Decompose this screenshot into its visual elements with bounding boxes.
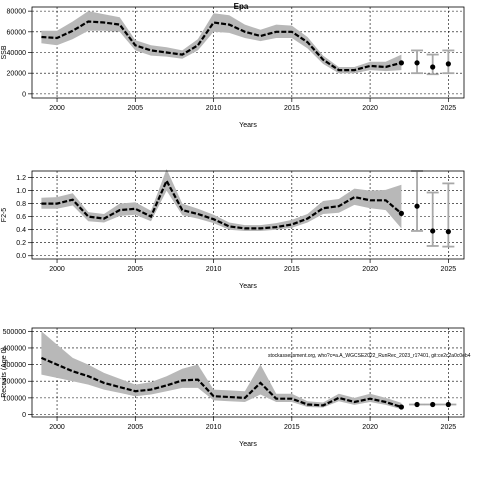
forecast-point: [430, 228, 436, 234]
x-tick-label: 2025: [441, 424, 457, 431]
forecast-point: [445, 401, 451, 408]
y-axis-label: SSB: [1, 45, 8, 59]
y-tick-label: 500000: [3, 329, 26, 336]
y-tick-label: 80000: [7, 9, 27, 16]
y-tick-label: 20000: [7, 71, 27, 78]
y-tick-label: 100000: [3, 395, 26, 402]
y-tick-label: 0: [22, 91, 26, 98]
y-tick-label: 0.6: [16, 214, 26, 221]
y-axis-label: Recruits (Age 0): [1, 347, 8, 398]
x-tick-label: 2020: [362, 105, 378, 112]
y-tick-label: 200000: [3, 379, 26, 386]
forecast-point: [445, 229, 451, 235]
x-tick-label: 2025: [441, 105, 457, 112]
y-tick-label: 300000: [3, 362, 26, 369]
figure-title: Epa: [234, 2, 249, 11]
plot-frame: [31, 327, 465, 418]
y-tick-label: 0.4: [16, 227, 26, 234]
x-tick-label: 2000: [49, 424, 65, 431]
confidence-band: [41, 11, 402, 74]
x-tick-label: 2000: [49, 105, 65, 112]
forecast-point: [414, 60, 420, 66]
x-tick-label: 2005: [128, 266, 144, 273]
chart-panel-1: 2000 2005 2010 2015 2020 2025 0 20000 40000 60000…: [1, 6, 465, 129]
x-axis-label: Years: [239, 283, 257, 290]
confidence-band: [41, 169, 402, 231]
x-axis-label: Years: [239, 441, 257, 448]
y-tick-label: 40000: [7, 50, 27, 57]
chart-panel-3: 2000 2005 2010 2015 2020 2025 0 100000 200000 300…: [1, 327, 465, 448]
x-tick-label: 2010: [206, 105, 222, 112]
estimate-point: [398, 60, 404, 66]
forecast-point: [414, 203, 420, 209]
x-tick-label: 2010: [206, 424, 222, 431]
y-tick-label: 0.2: [16, 240, 26, 247]
y-tick-label: 0.0: [16, 253, 26, 260]
confidence-band: [41, 331, 402, 410]
x-tick-label: 2020: [362, 424, 378, 431]
x-tick-label: 2025: [441, 266, 457, 273]
estimate-line: [41, 20, 402, 72]
x-tick-label: 2005: [128, 424, 144, 431]
x-tick-label: 2015: [284, 424, 300, 431]
y-axis-label: F2-5: [1, 208, 8, 223]
estimate-point: [398, 404, 404, 410]
x-tick-label: 2015: [284, 266, 300, 273]
y-tick-label: 0: [22, 412, 26, 419]
forecast-point: [414, 401, 420, 408]
y-tick-label: 0.8: [16, 201, 26, 208]
y-tick-label: 400000: [3, 345, 26, 352]
forecast-point: [445, 61, 451, 67]
x-axis-label: Years: [239, 122, 257, 129]
x-tick-label: 2000: [49, 266, 65, 273]
chart-panel-2: 2000 2005 2010 2015 2020 2025 0.0 0.2 0.4 0.6 0.8 1…: [1, 169, 465, 290]
forecast-point: [430, 64, 436, 70]
plot-frame: [31, 170, 465, 260]
y-tick-label: 60000: [7, 29, 27, 36]
figure-annotation: stockassessment.org, who?c=a.A_WGCSE2022…: [268, 353, 471, 359]
x-tick-label: 2010: [206, 266, 222, 273]
estimate-line: [41, 178, 403, 230]
y-tick-label: 1.0: [16, 188, 26, 195]
forecast-point: [430, 401, 436, 408]
x-tick-label: 2005: [128, 105, 144, 112]
x-tick-label: 2015: [284, 105, 300, 112]
y-tick-label: 1.2: [16, 175, 26, 182]
estimate-line: [40, 356, 402, 409]
estimate-point: [398, 210, 404, 216]
x-tick-label: 2020: [362, 266, 378, 273]
